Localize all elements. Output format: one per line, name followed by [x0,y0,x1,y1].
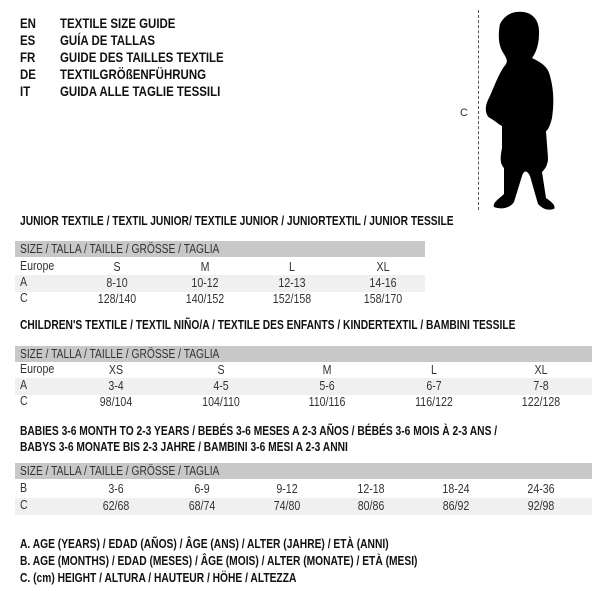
table-cell: 24-36 [527,482,555,496]
table-cell: 104/110 [202,395,240,409]
table-cell: S [113,260,121,274]
table-cell: 122/128 [521,395,561,409]
table-cell: 5-6 [319,379,335,393]
row-label: C [20,394,28,408]
table-title: JUNIOR TEXTILE / TEXTIL JUNIOR/ TEXTILE … [20,214,454,228]
table-cell: M [322,363,332,377]
table-cell: 9-12 [276,482,298,496]
size-header-label: SIZE / TALLA / TAILLE / GRÖSSE / TAGLIA [20,242,220,256]
table-cell: 12-18 [357,482,385,496]
table-cell: 68/74 [188,499,216,513]
row-stripe [15,378,592,395]
language-title: GUIDA ALLE TAGLIE TESSILI [60,83,221,99]
table-cell: 10-12 [191,276,219,290]
row-label: A [20,275,28,289]
table-cell: 74/80 [273,499,301,513]
table-cell: 7-8 [533,379,549,393]
language-title: GUÍA DE TALLAS [60,32,156,48]
table-cell: 18-24 [442,482,470,496]
table-cell: 4-5 [213,379,229,393]
legend-item: B. AGE (MONTHS) / EDAD (MESES) / ÂGE (MO… [20,554,418,568]
row-stripe [15,498,592,515]
size-header-label: SIZE / TALLA / TAILLE / GRÖSSE / TAGLIA [20,464,220,478]
language-title: TEXTILGRÖßENFÜHRUNG [60,66,207,82]
row-label: Europe [20,259,55,273]
table-cell: 6-7 [426,379,442,393]
row-stripe [15,275,425,292]
table-cell: XS [108,363,124,377]
language-code: FR [20,49,36,65]
child-silhouette-icon [485,11,555,210]
language-code: EN [20,15,36,31]
size-header-label: SIZE / TALLA / TAILLE / GRÖSSE / TAGLIA [20,347,220,361]
table-cell: 110/116 [308,395,346,409]
table-cell: 116/122 [415,395,453,409]
language-code: IT [20,83,31,99]
table-cell: L [431,363,437,377]
height-measure-line [478,10,479,210]
table-cell: XL [534,363,548,377]
language-title: TEXTILE SIZE GUIDE [60,15,176,31]
table-cell: 14-16 [369,276,397,290]
size-header-bar: SIZE / TALLA / TAILLE / GRÖSSE / TAGLIA [15,346,592,362]
table-title: BABIES 3-6 MONTH TO 2-3 YEARS / BEBÉS 3-… [20,424,498,438]
row-label: A [20,378,28,392]
table-cell: 80/86 [357,499,385,513]
row-label: C [20,498,28,512]
table-title-line2: BABYS 3-6 MONATE BIS 2-3 JAHRE / BAMBINI… [20,440,348,454]
size-header-bar: SIZE / TALLA / TAILLE / GRÖSSE / TAGLIA [15,241,425,257]
table-cell: 128/140 [97,292,137,306]
table-cell: 6-9 [194,482,210,496]
language-title: GUIDE DES TAILLES TEXTILE [60,49,224,65]
size-header-bar: SIZE / TALLA / TAILLE / GRÖSSE / TAGLIA [15,463,592,479]
language-code: DE [20,66,36,82]
table-cell: 92/98 [527,499,555,513]
language-code: ES [20,32,36,48]
table-cell: 8-10 [106,276,128,290]
table-cell: 3-4 [108,379,124,393]
row-label: B [20,481,28,495]
row-label: C [20,291,28,305]
legend-item: A. AGE (YEARS) / EDAD (AÑOS) / ÂGE (ANS)… [20,537,389,551]
table-cell: S [217,363,225,377]
table-cell: M [200,260,210,274]
table-cell: 152/158 [272,292,312,306]
table-cell: 140/152 [185,292,225,306]
table-cell: 12-13 [278,276,306,290]
table-cell: 62/68 [102,499,130,513]
table-cell: 86/92 [442,499,470,513]
legend-item: C. (cm) HEIGHT / ALTURA / HAUTEUR / HÖHE… [20,571,297,585]
table-cell: 98/104 [99,395,133,409]
table-title: CHILDREN'S TEXTILE / TEXTIL NIÑO/A / TEX… [20,318,516,332]
table-cell: L [289,260,295,274]
table-cell: 3-6 [108,482,124,496]
row-label: Europe [20,362,55,376]
table-cell: XL [376,260,390,274]
height-label: C [460,107,468,119]
table-cell: 158/170 [363,292,403,306]
